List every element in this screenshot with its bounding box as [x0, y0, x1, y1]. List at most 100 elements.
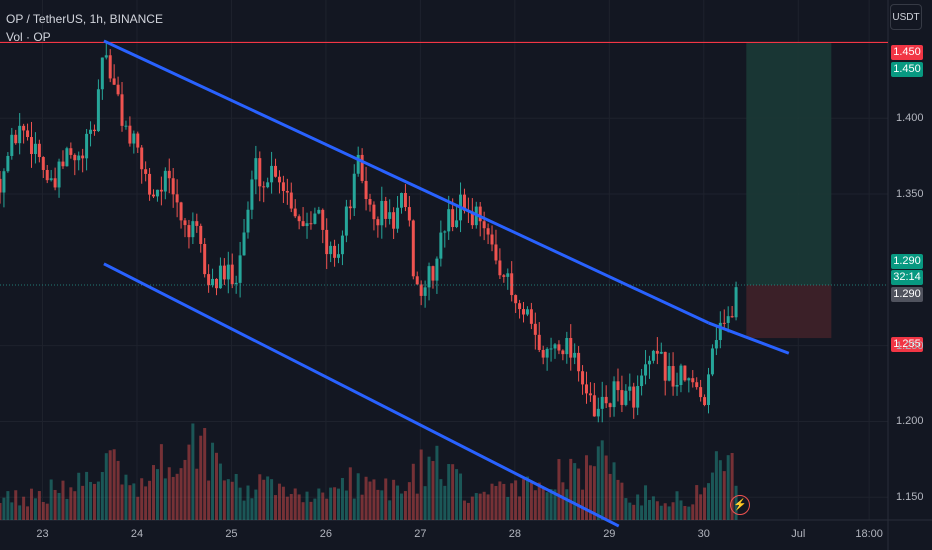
candle — [301, 221, 305, 227]
volume-bar — [360, 494, 364, 520]
volume-bar — [234, 473, 238, 520]
candle — [116, 84, 120, 95]
currency-button[interactable]: USDT — [890, 4, 922, 30]
volume-bar — [33, 498, 37, 520]
candle — [549, 348, 553, 350]
candle — [340, 235, 344, 255]
candle — [285, 190, 289, 193]
volume-bar — [419, 449, 423, 520]
candle — [69, 148, 73, 155]
candle — [525, 309, 529, 315]
volume-bar — [152, 465, 156, 520]
volume-bar — [683, 505, 687, 520]
candle — [490, 234, 494, 245]
lightning-icon[interactable]: ⚡ — [730, 495, 750, 515]
volume-bar — [710, 472, 714, 520]
volume-bar — [490, 483, 494, 520]
volume-bar — [443, 485, 447, 520]
candle — [675, 384, 679, 387]
candle — [124, 125, 128, 127]
candle — [45, 169, 49, 181]
volume-bar — [494, 485, 498, 520]
candle — [57, 161, 61, 188]
entry-price-label: 1.290 — [891, 254, 923, 269]
volume-bar — [632, 504, 636, 520]
candle — [553, 344, 557, 349]
volume-bar — [451, 464, 455, 520]
candle — [494, 244, 498, 261]
volume-bar — [687, 506, 691, 520]
volume-bar — [2, 497, 6, 520]
volume-bar — [348, 467, 352, 520]
volume-bar — [277, 483, 281, 520]
candle — [6, 155, 10, 172]
volume-bar — [77, 472, 81, 520]
candle — [191, 221, 195, 238]
volume-bar — [470, 496, 474, 520]
volume-bar — [396, 485, 400, 520]
candle — [726, 316, 730, 323]
candle — [159, 189, 163, 192]
candle — [171, 178, 175, 195]
volume-bar — [616, 479, 620, 520]
volume-bar — [26, 506, 30, 520]
volume-bar — [533, 490, 537, 520]
volume-bar — [112, 449, 116, 520]
volume-bar — [45, 503, 49, 520]
candle — [592, 395, 596, 417]
candle — [455, 220, 459, 228]
volume-bar — [506, 496, 510, 520]
candle — [33, 143, 37, 155]
volume-bar — [132, 483, 136, 520]
volume-bar — [620, 482, 624, 520]
candle — [616, 381, 620, 391]
volume-bar — [541, 488, 545, 520]
volume-bar — [691, 504, 695, 520]
volume-bar — [155, 469, 159, 520]
candle — [470, 211, 474, 226]
volume-bar — [254, 489, 258, 520]
candle — [671, 366, 675, 387]
volume-bar — [0, 503, 2, 520]
volume-bar — [120, 484, 124, 520]
volume-bar — [699, 494, 703, 520]
candle — [628, 386, 632, 391]
candle — [710, 348, 714, 375]
volume-bar — [584, 455, 588, 520]
candle — [337, 254, 341, 258]
candle — [18, 125, 22, 144]
volume-bar — [41, 501, 45, 520]
volume-bar — [722, 471, 726, 520]
candle — [407, 207, 411, 221]
volume-bar — [628, 502, 632, 520]
candle — [100, 57, 104, 90]
stop-price-label: 1.255 — [891, 337, 923, 352]
candle — [277, 176, 281, 183]
symbol-title[interactable]: OP / TetherUS, 1h, BINANCE — [6, 12, 163, 26]
candle — [600, 396, 604, 409]
volume-bar — [447, 464, 451, 520]
candle — [411, 220, 415, 277]
candle — [364, 180, 368, 200]
candle — [435, 258, 439, 281]
volume-bar — [384, 478, 388, 520]
volume-bar — [364, 476, 368, 520]
candle — [258, 158, 262, 187]
candle — [584, 384, 588, 394]
candle — [293, 208, 297, 217]
volume-indicator-label[interactable]: Vol · OP — [6, 30, 51, 44]
volume-bar — [305, 491, 309, 520]
candle — [372, 204, 376, 220]
volume-bar — [65, 498, 69, 520]
volume-bar — [344, 490, 348, 520]
candle — [541, 349, 545, 358]
volume-bar — [128, 485, 132, 520]
candle — [699, 387, 703, 398]
volume-bar — [596, 446, 600, 520]
volume-bar — [640, 505, 644, 520]
candle — [128, 125, 132, 144]
volume-bar — [262, 479, 266, 520]
volume-bar — [222, 480, 226, 520]
